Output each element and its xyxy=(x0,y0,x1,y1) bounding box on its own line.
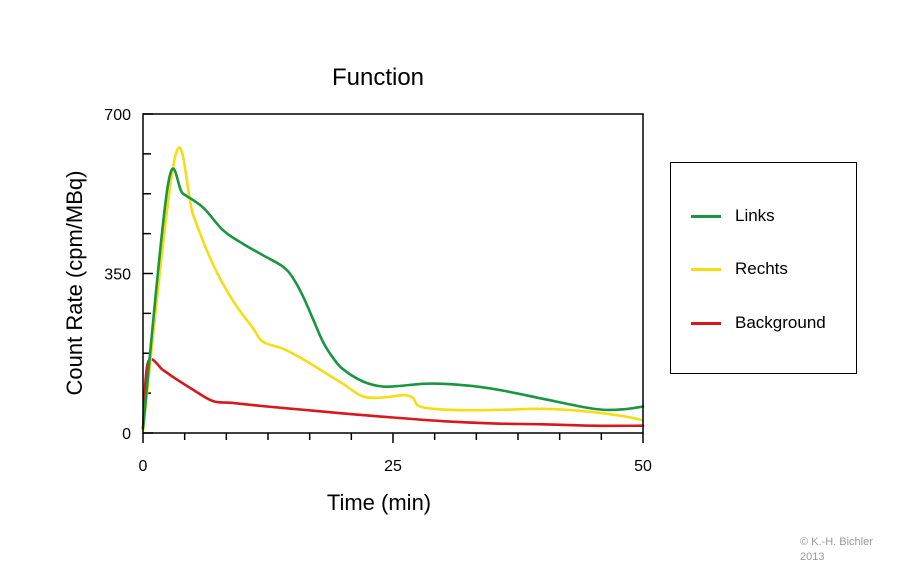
chart-title: Function xyxy=(332,64,424,91)
legend-item-links: Links xyxy=(691,206,775,226)
y-tick-label: 0 xyxy=(122,426,131,443)
legend-item-rechts: Rechts xyxy=(691,259,788,279)
series-line-background xyxy=(141,357,645,430)
y-tick-label: 350 xyxy=(104,267,131,284)
legend-item-background: Background xyxy=(691,313,826,333)
legend-label-links: Links xyxy=(735,206,775,225)
copyright-line-2: 2013 xyxy=(800,551,825,563)
legend-label-background: Background xyxy=(735,313,826,332)
legend-label-rechts: Rechts xyxy=(735,259,788,278)
copyright-notice: © K.-H. Bichler 2013 xyxy=(800,535,873,565)
x-tick-label: 50 xyxy=(634,458,652,475)
plot-area-frame xyxy=(142,113,644,434)
legend-swatch-background xyxy=(691,321,721,325)
x-tick-label: 25 xyxy=(384,458,402,475)
x-tick-label: 0 xyxy=(139,458,148,475)
legend-swatch-links xyxy=(691,214,721,218)
series-line-links xyxy=(141,167,645,430)
y-tick-label: 700 xyxy=(104,107,131,124)
legend: Links Rechts Background xyxy=(670,162,857,374)
legend-swatch-rechts xyxy=(691,267,721,271)
series-line-rechts xyxy=(141,146,645,433)
y-axis-label: Count Rate (cpm/MBq) xyxy=(62,171,87,396)
copyright-line-1: © K.-H. Bichler xyxy=(800,536,873,548)
x-axis-label: Time (min) xyxy=(327,490,431,515)
